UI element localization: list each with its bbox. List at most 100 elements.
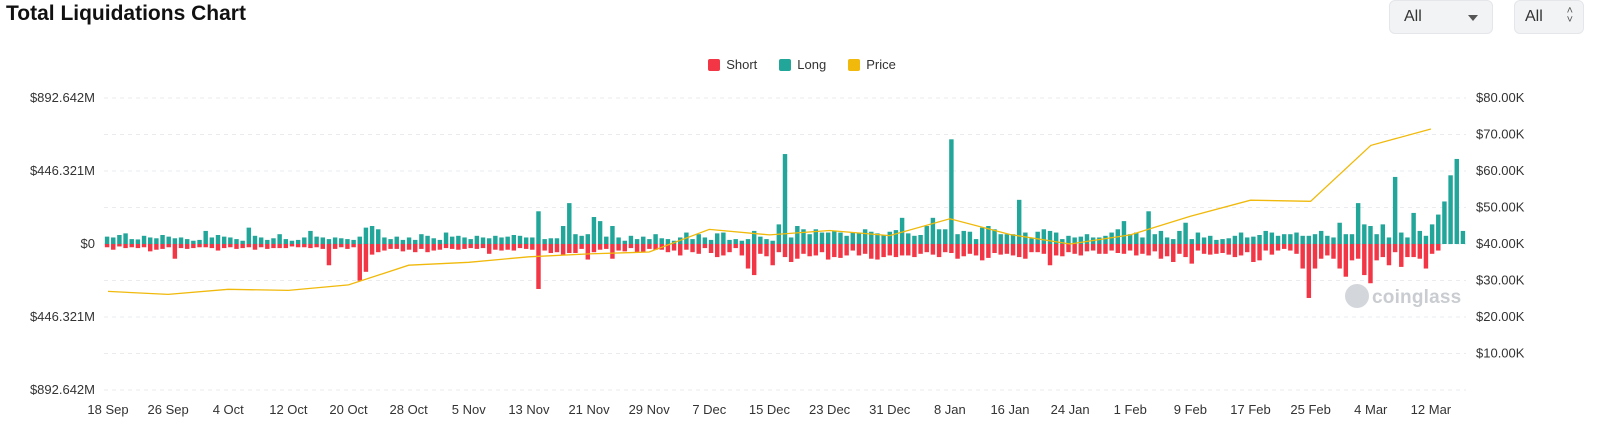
long-bar[interactable]	[727, 239, 732, 244]
long-bar[interactable]	[548, 238, 554, 244]
short-bar[interactable]	[419, 244, 424, 249]
short-bar[interactable]	[751, 244, 757, 276]
short-bar[interactable]	[234, 244, 239, 249]
short-bar[interactable]	[1078, 244, 1084, 256]
short-bar[interactable]	[104, 244, 110, 248]
short-bar[interactable]	[567, 244, 572, 253]
long-bar[interactable]	[912, 235, 917, 244]
short-bar[interactable]	[1072, 244, 1077, 254]
short-bar[interactable]	[912, 244, 917, 258]
short-bar[interactable]	[1140, 244, 1145, 254]
short-bar[interactable]	[431, 244, 436, 251]
short-bar[interactable]	[961, 244, 966, 257]
short-bar[interactable]	[1263, 244, 1268, 251]
short-bar[interactable]	[1183, 244, 1188, 258]
short-bar[interactable]	[1257, 244, 1262, 261]
long-bar[interactable]	[443, 232, 449, 244]
long-bar[interactable]	[1029, 238, 1034, 244]
short-bar[interactable]	[727, 244, 732, 253]
long-bar[interactable]	[628, 235, 634, 244]
long-bar[interactable]	[560, 226, 566, 244]
short-bar[interactable]	[1109, 244, 1114, 251]
long-bar[interactable]	[1035, 231, 1040, 244]
long-bar[interactable]	[1078, 236, 1084, 244]
long-bar[interactable]	[511, 235, 517, 244]
long-bar[interactable]	[1251, 236, 1256, 244]
short-bar[interactable]	[320, 244, 325, 249]
short-bar[interactable]	[443, 244, 449, 249]
short-bar[interactable]	[258, 244, 264, 248]
long-bar[interactable]	[634, 239, 640, 244]
short-bar[interactable]	[240, 244, 245, 249]
long-bar[interactable]	[1121, 221, 1127, 244]
short-bar[interactable]	[203, 244, 208, 248]
short-bar[interactable]	[1251, 244, 1256, 262]
short-bar[interactable]	[536, 244, 541, 289]
short-bar[interactable]	[1238, 244, 1244, 256]
short-bar[interactable]	[641, 244, 646, 253]
coin-select[interactable]: All ˄ ˅	[1514, 0, 1584, 34]
short-bar[interactable]	[887, 244, 892, 256]
short-bar[interactable]	[899, 244, 905, 256]
short-bar[interactable]	[930, 244, 936, 255]
long-bar[interactable]	[591, 217, 597, 244]
short-bar[interactable]	[542, 244, 547, 251]
long-bar[interactable]	[788, 237, 794, 244]
long-bar[interactable]	[721, 232, 726, 244]
short-bar[interactable]	[1158, 244, 1164, 259]
short-bar[interactable]	[579, 244, 584, 249]
short-bar[interactable]	[394, 244, 399, 249]
long-bar[interactable]	[271, 238, 276, 244]
short-bar[interactable]	[129, 244, 134, 248]
long-bar[interactable]	[1084, 234, 1090, 244]
short-bar[interactable]	[1103, 244, 1108, 254]
long-bar[interactable]	[289, 240, 295, 244]
short-bar[interactable]	[123, 244, 128, 249]
long-bar[interactable]	[690, 239, 695, 244]
long-bar[interactable]	[320, 237, 325, 244]
long-bar[interactable]	[1392, 176, 1398, 244]
short-bar[interactable]	[406, 244, 412, 250]
short-bar[interactable]	[1226, 244, 1231, 255]
long-bar[interactable]	[184, 239, 190, 244]
short-bar[interactable]	[1405, 244, 1410, 258]
long-bar[interactable]	[1183, 222, 1188, 244]
long-bar[interactable]	[875, 233, 880, 244]
short-bar[interactable]	[400, 244, 406, 252]
short-bar[interactable]	[265, 244, 270, 249]
short-bar[interactable]	[437, 244, 443, 250]
long-bar[interactable]	[480, 237, 486, 244]
short-bar[interactable]	[345, 244, 350, 249]
long-bar[interactable]	[1269, 232, 1275, 244]
long-bar[interactable]	[493, 235, 498, 244]
long-bar[interactable]	[517, 235, 523, 244]
long-bar[interactable]	[1337, 222, 1342, 244]
long-bar[interactable]	[357, 236, 362, 244]
short-bar[interactable]	[1097, 244, 1102, 254]
short-bar[interactable]	[1300, 244, 1305, 269]
short-bar[interactable]	[1386, 244, 1392, 266]
short-bar[interactable]	[949, 244, 954, 253]
long-bar[interactable]	[1214, 239, 1219, 244]
long-bar[interactable]	[277, 234, 282, 244]
short-bar[interactable]	[1337, 244, 1342, 269]
long-bar[interactable]	[1411, 212, 1416, 244]
short-bar[interactable]	[585, 244, 591, 260]
long-bar[interactable]	[986, 226, 991, 244]
long-bar[interactable]	[1454, 158, 1459, 244]
short-bar[interactable]	[967, 244, 973, 254]
short-bar[interactable]	[702, 244, 708, 249]
long-bar[interactable]	[468, 239, 473, 244]
long-bar[interactable]	[449, 236, 455, 244]
long-bar[interactable]	[523, 237, 529, 244]
legend-item-long[interactable]: Long	[775, 57, 826, 72]
long-bar[interactable]	[172, 238, 178, 244]
short-bar[interactable]	[1016, 244, 1022, 258]
long-bar[interactable]	[838, 232, 843, 244]
short-bar[interactable]	[862, 244, 868, 254]
long-bar[interactable]	[1072, 237, 1077, 244]
long-bar[interactable]	[345, 239, 350, 244]
short-bar[interactable]	[326, 244, 332, 266]
short-bar[interactable]	[758, 244, 763, 254]
long-bar[interactable]	[1288, 234, 1293, 244]
